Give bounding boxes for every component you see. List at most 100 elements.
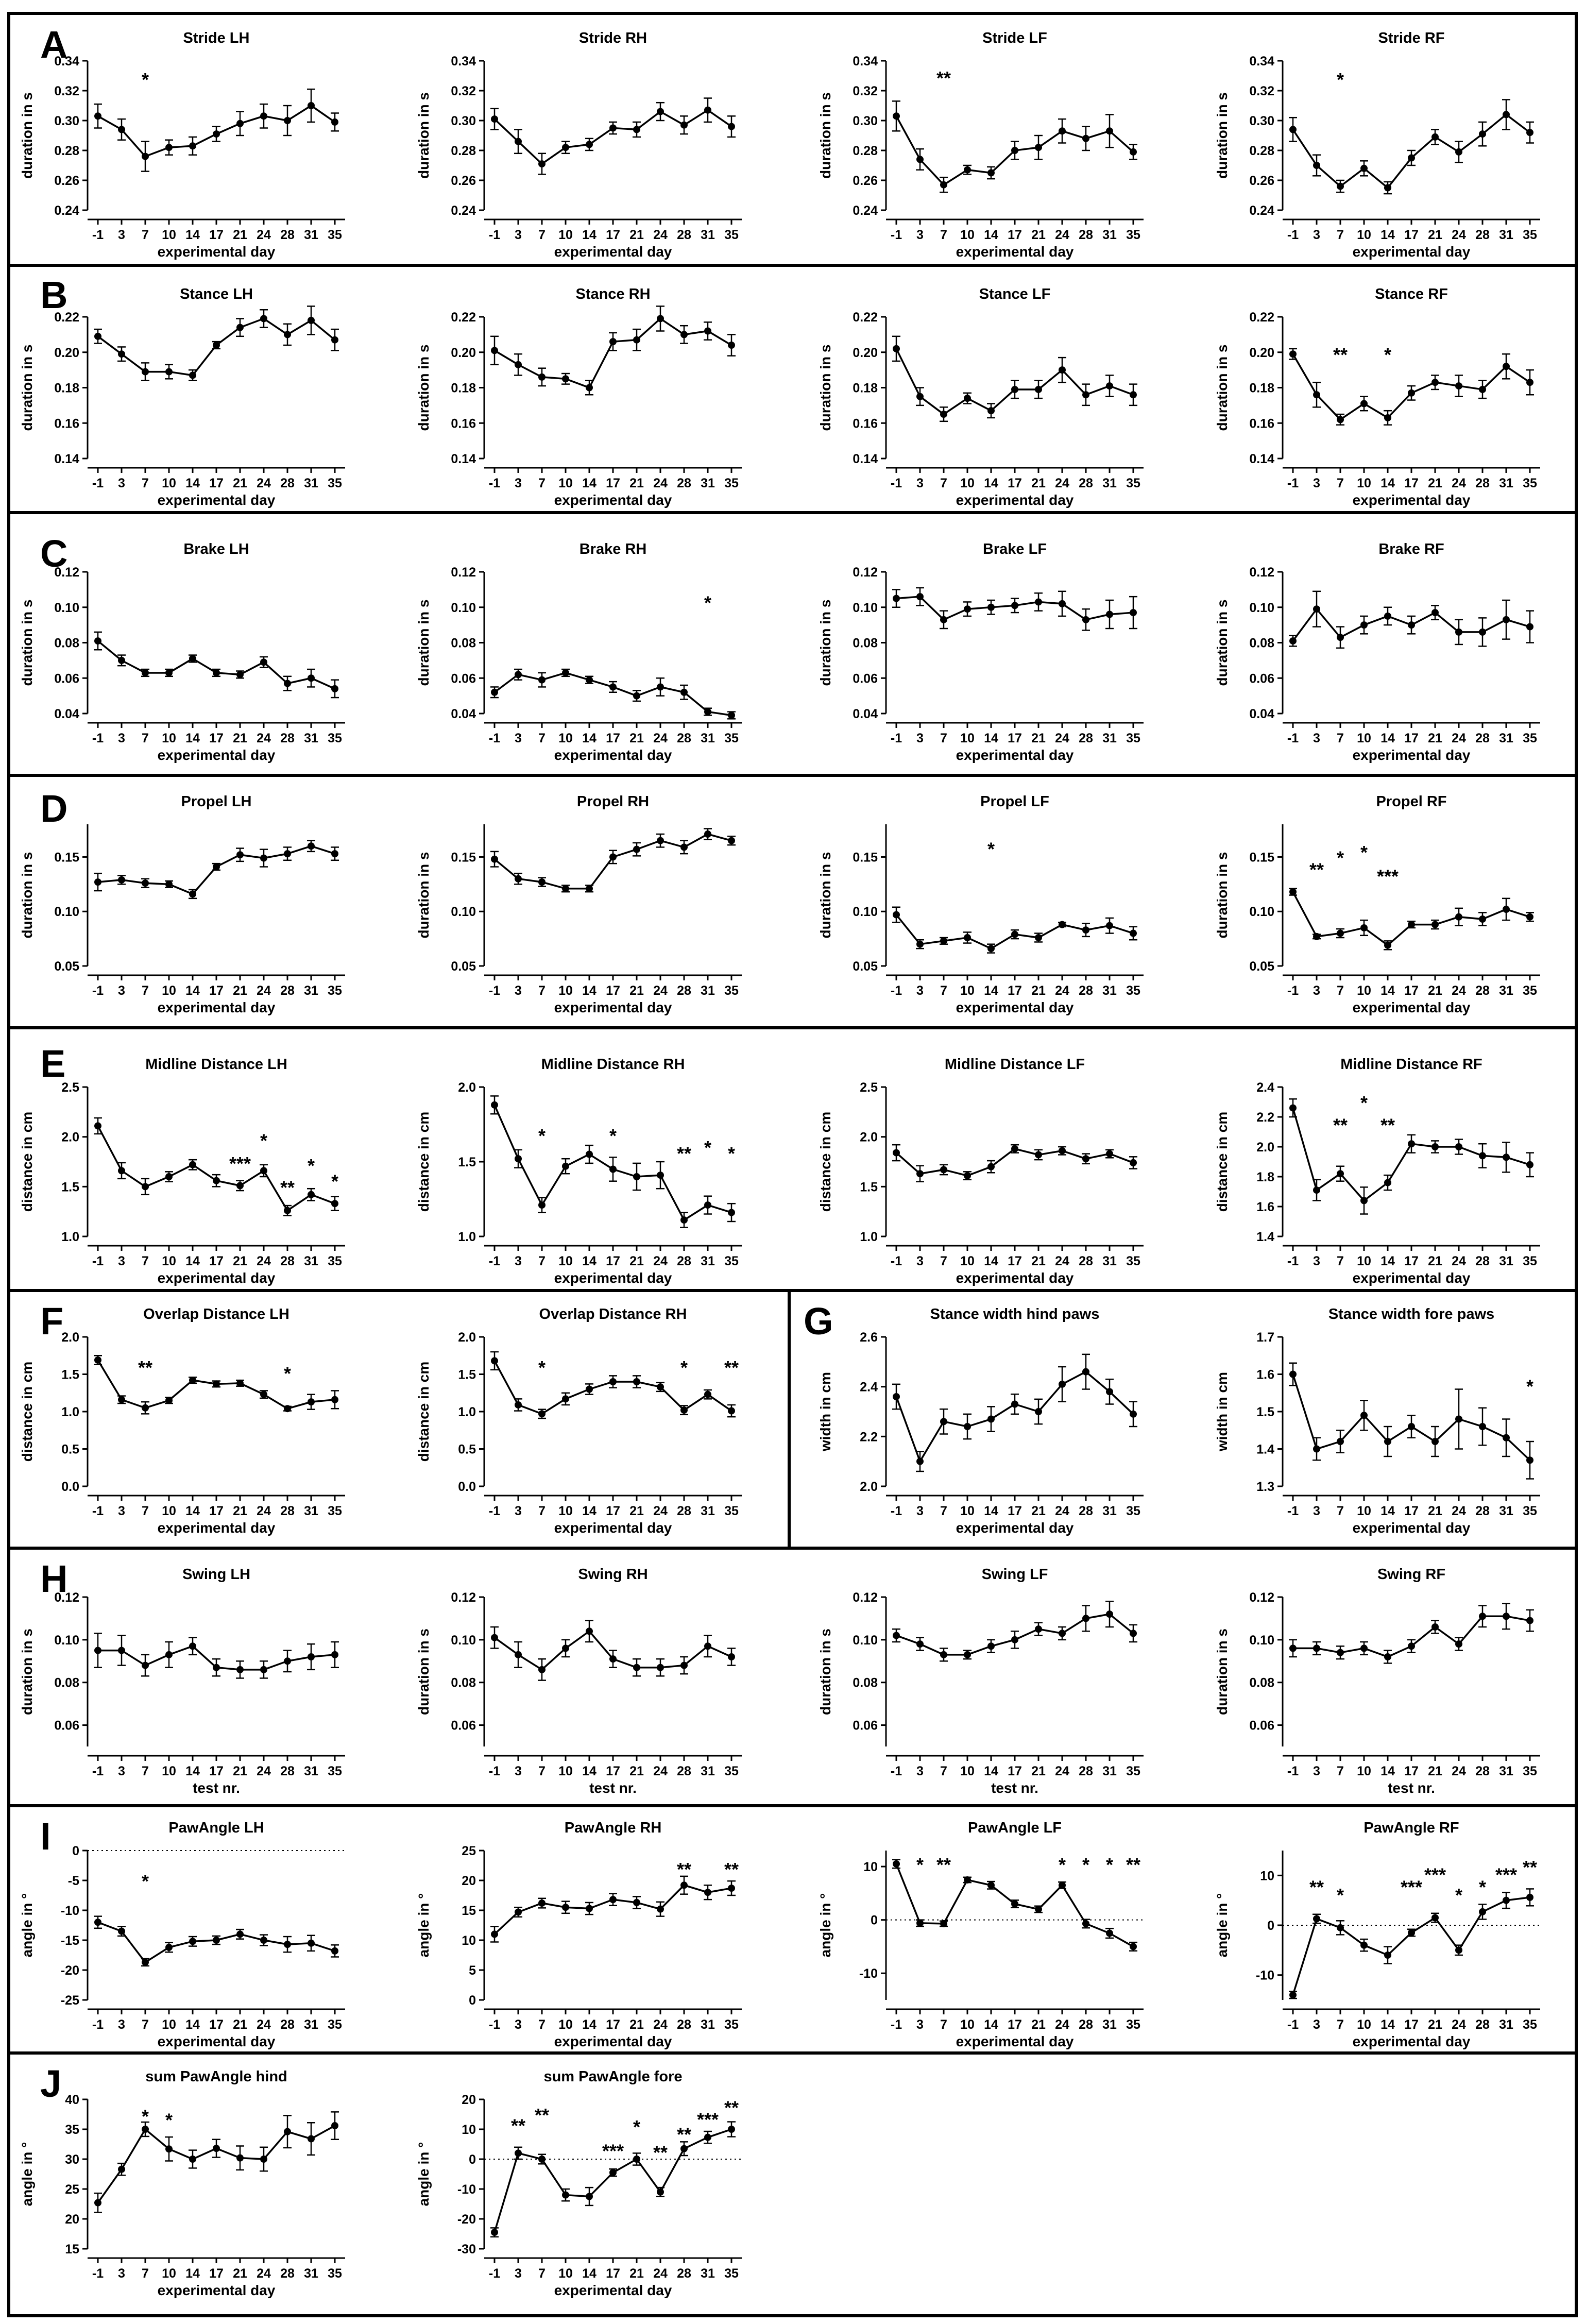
- data-point: [189, 1642, 196, 1650]
- y-tick-label: 0.34: [54, 54, 79, 69]
- data-point: [633, 1898, 640, 1906]
- data-point: [1337, 1924, 1344, 1931]
- x-tick-label: 7: [142, 476, 149, 490]
- x-tick-label: 7: [538, 476, 546, 490]
- x-tick-label: -1: [92, 731, 104, 745]
- significance-marker: **: [1381, 1115, 1395, 1136]
- data-point: [308, 674, 315, 682]
- x-tick-label: 35: [1523, 731, 1537, 745]
- x-tick-label: 31: [1499, 1764, 1513, 1778]
- y-tick-label: 0.0: [458, 1480, 476, 1494]
- data-point: [189, 890, 196, 898]
- y-tick-label: 0.15: [1249, 850, 1274, 864]
- data-point: [940, 181, 947, 189]
- y-tick-label: -25: [61, 1993, 79, 2008]
- data-point: [538, 1410, 546, 1418]
- data-point: [964, 605, 971, 613]
- data-point: [633, 2156, 640, 2163]
- significance-marker: ***: [1401, 1877, 1422, 1898]
- y-tick-label: 0.26: [451, 174, 476, 188]
- chart-I2: PawAngle RH 0 5 10 15 20 25 angle in ° -1 3 7 10 14 1…: [416, 1820, 742, 2049]
- x-tick-label: 3: [1313, 1764, 1320, 1778]
- x-tick-label: 10: [960, 228, 975, 242]
- chart-F1: Overlap Distance LH 0.0 0.5 1.0 1.5 2.0 distan…: [19, 1306, 345, 1536]
- data-point: [680, 1881, 688, 1889]
- y-tick-label: 0.10: [451, 905, 476, 919]
- y-axis-label: duration in s: [817, 345, 833, 431]
- data-point: [1455, 1946, 1462, 1954]
- significance-marker: *: [680, 1357, 688, 1378]
- data-point: [680, 331, 688, 338]
- data-point: [491, 1357, 498, 1365]
- data-point: [260, 315, 267, 323]
- data-point: [491, 1101, 498, 1109]
- x-tick-label: -1: [1287, 1254, 1299, 1268]
- data-point: [1035, 1408, 1042, 1415]
- x-tick-label: 28: [1475, 228, 1490, 242]
- data-point: [704, 106, 711, 114]
- y-tick-label: 2.0: [61, 1330, 79, 1345]
- data-point: [331, 118, 338, 126]
- x-tick-label: 21: [233, 228, 247, 242]
- x-tick-label: -1: [489, 1764, 500, 1778]
- y-tick-label: 0.12: [54, 565, 79, 580]
- data-point: [1526, 1161, 1533, 1168]
- chart-E4: Midline Distance RF 1.4 1.6 1.8 2.0 2.2 2.4 dis…: [1214, 1056, 1540, 1286]
- data-point: [1313, 162, 1320, 169]
- series-line: [97, 2125, 335, 2203]
- y-axis-label: duration in s: [1214, 92, 1230, 179]
- y-axis-label: duration in s: [19, 600, 35, 686]
- x-tick-label: 31: [304, 1254, 318, 1268]
- x-axis-label: experimental day: [158, 2282, 276, 2298]
- data-point: [1479, 1908, 1486, 1915]
- data-point: [118, 1647, 125, 1654]
- data-point: [1035, 934, 1042, 941]
- x-tick-label: 28: [280, 228, 295, 242]
- chart-E2: Midline Distance RH 1.0 1.5 2.0 distance in …: [416, 1056, 742, 1286]
- significance-marker: **: [677, 2124, 691, 2145]
- x-tick-label: 17: [606, 983, 620, 998]
- data-point: [308, 1398, 315, 1406]
- x-tick-label: 17: [1404, 1504, 1419, 1518]
- data-point: [680, 688, 688, 696]
- data-point: [142, 1183, 149, 1191]
- y-tick-label: 15: [462, 1904, 476, 1918]
- y-tick-label: 25: [462, 1844, 476, 1858]
- data-point: [704, 1201, 711, 1209]
- x-tick-label: 28: [280, 983, 295, 998]
- data-point: [118, 876, 125, 884]
- data-point: [1408, 154, 1415, 162]
- x-tick-label: 35: [1126, 1504, 1140, 1518]
- x-tick-label: 35: [328, 1764, 342, 1778]
- significance-marker: *: [609, 1125, 617, 1146]
- data-point: [1011, 602, 1018, 609]
- data-point: [728, 837, 735, 844]
- data-point: [213, 130, 220, 138]
- x-tick-label: 28: [1475, 1504, 1490, 1518]
- x-tick-label: 17: [209, 983, 224, 998]
- x-tick-label: 31: [304, 2017, 318, 2032]
- x-tick-label: -1: [891, 228, 902, 242]
- significance-marker: **: [724, 1357, 739, 1378]
- chart-title: Propel RF: [1376, 793, 1447, 810]
- data-point: [1384, 1438, 1391, 1445]
- x-tick-label: 21: [233, 983, 247, 998]
- x-axis-label: experimental day: [158, 999, 276, 1015]
- x-tick-label: 7: [538, 731, 546, 745]
- chart-title: PawAngle LH: [168, 1820, 264, 1836]
- data-point: [987, 1642, 995, 1650]
- data-point: [94, 1356, 101, 1364]
- x-tick-label: 28: [677, 1504, 691, 1518]
- y-tick-label: 0.08: [54, 1676, 79, 1690]
- data-point: [893, 112, 900, 120]
- chart-D2: Propel RH 0.05 0.10 0.15 duration in s -1 3 7 10…: [416, 793, 742, 1015]
- data-point: [1130, 1410, 1137, 1418]
- frame-row-F: [7, 1289, 791, 1550]
- x-tick-label: 3: [118, 1504, 125, 1518]
- data-point: [538, 160, 546, 168]
- data-point: [118, 1927, 125, 1935]
- x-tick-label: 10: [162, 983, 176, 998]
- x-tick-label: 10: [162, 2266, 176, 2281]
- data-point: [657, 1905, 664, 1913]
- x-tick-label: -1: [1287, 983, 1299, 998]
